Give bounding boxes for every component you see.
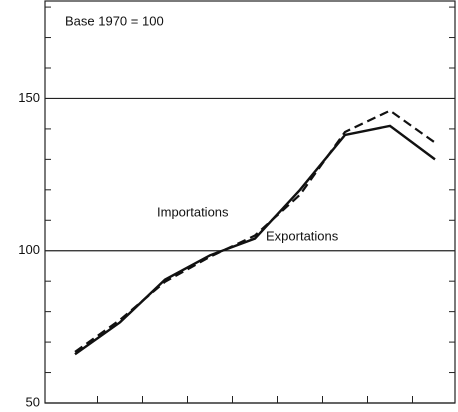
series-line [74,124,436,356]
plot-frame [44,0,456,404]
y-tick-label: 50 [26,394,40,409]
annotation: Base 1970 = 100 [65,13,164,28]
series-line [74,109,436,353]
y-tick-label: 150 [18,90,40,105]
series-label: Importations [157,204,229,219]
y-tick-label: 100 [18,242,40,257]
series-label: Exportations [266,228,339,243]
